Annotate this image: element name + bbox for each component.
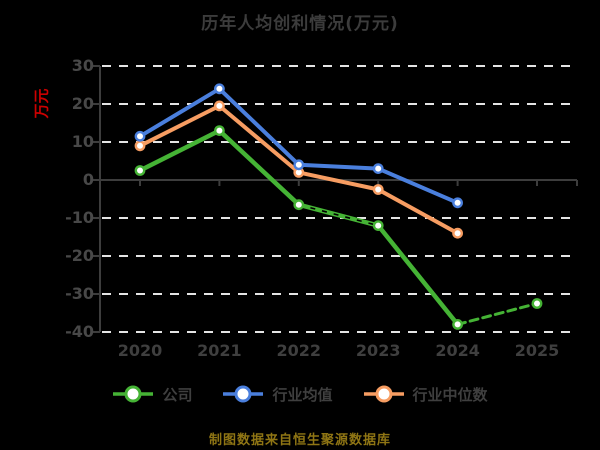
chart-title: 历年人均创利情况(万元) <box>201 14 399 34</box>
data-point-marker <box>134 140 146 152</box>
data-point-marker <box>213 100 225 112</box>
legend-item-industry-avg: 行业均值 <box>222 383 333 405</box>
series-line-dash-overlay <box>298 203 379 227</box>
data-point-marker <box>213 125 225 137</box>
data-point-marker <box>134 165 146 176</box>
data-point-marker <box>452 318 463 330</box>
data-point-marker <box>372 220 384 232</box>
legend-label-industry-median: 行业中位数 <box>412 385 488 404</box>
company-line-marker-icon <box>113 385 154 403</box>
legend-item-industry-median: 行业中位数 <box>363 383 488 405</box>
industry-median-line-marker-icon <box>363 385 404 403</box>
legend: 公司 行业均值 行业中位数 <box>0 383 600 405</box>
data-point-marker <box>293 159 305 171</box>
industry-avg-line-marker-icon <box>223 385 264 403</box>
data-point-marker <box>372 163 384 175</box>
series-line-0-dashed-segment <box>456 302 539 326</box>
data-point-marker <box>531 298 543 309</box>
data-point-marker <box>293 199 305 211</box>
data-point-marker <box>213 83 225 95</box>
data-point-marker <box>372 184 384 195</box>
data-point-marker <box>134 130 146 142</box>
data-point-marker <box>452 227 463 239</box>
legend-label-company: 公司 <box>162 385 193 404</box>
legend-item-company: 公司 <box>112 383 192 405</box>
data-source-caption: 制图数据来自恒生聚源数据库 <box>208 433 391 448</box>
data-point-marker <box>452 197 463 209</box>
legend-label-industry-avg: 行业均值 <box>272 385 333 404</box>
